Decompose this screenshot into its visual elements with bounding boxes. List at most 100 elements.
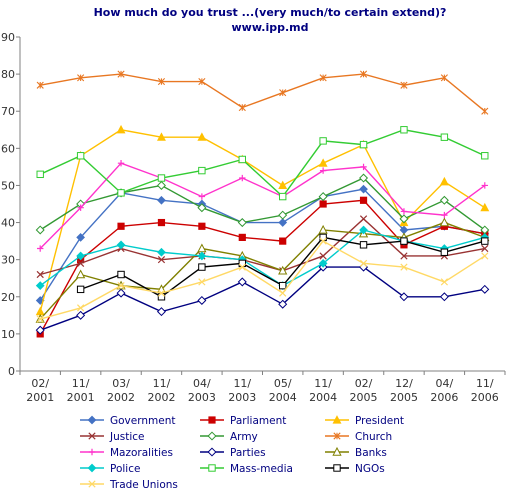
series-line-justice [40, 217, 485, 276]
legend-marker [88, 480, 96, 488]
x-tick-label: 02/ [355, 377, 373, 390]
data-point-ngos [440, 248, 449, 256]
x-tick-label: 03/ [112, 377, 130, 390]
data-point-trade-unions [238, 263, 246, 271]
data-point-trade-unions [400, 263, 408, 271]
x-tick-label: 2003 [228, 391, 256, 404]
legend-label: Justice [109, 431, 145, 443]
data-point-banks [318, 224, 328, 234]
x-tick-label: 2003 [188, 391, 216, 404]
data-point-church [359, 70, 368, 78]
x-tick-label: 2005 [350, 391, 378, 404]
data-point-trade-unions [117, 282, 125, 290]
data-point-mazoralities [360, 163, 367, 171]
x-tick-label: 2006 [430, 391, 458, 404]
data-point-ngos [198, 263, 206, 271]
data-point-mass-media [198, 166, 206, 175]
series-line-mazoralities [39, 162, 486, 250]
x-tick-label: 2001 [67, 391, 95, 404]
data-point-army [156, 180, 166, 190]
legend-marker [207, 447, 217, 457]
data-point-mass-media [36, 170, 44, 179]
data-point-trade-unions [440, 278, 448, 286]
data-point-parties [439, 292, 449, 302]
chart-title: How much do you trust ...(very much/to c… [94, 6, 447, 19]
legend-label: Army [230, 431, 258, 443]
series-line-banks [39, 221, 486, 320]
data-point-justice [481, 244, 489, 253]
x-tick-label: 11/ [153, 377, 171, 390]
data-point-ngos [117, 270, 125, 279]
x-tick-label: 11/ [72, 377, 90, 390]
legend-marker [332, 415, 342, 424]
axes: 010203040506070809002/200111/200103/2002… [1, 31, 506, 404]
data-point-army [318, 192, 328, 202]
data-point-parliament [359, 196, 368, 204]
legend-label: Church [355, 431, 392, 443]
data-point-president [197, 132, 207, 141]
y-tick-label: 20 [1, 291, 15, 304]
data-point-trade-unions [77, 304, 85, 312]
x-tick-label: 12/ [395, 377, 413, 390]
data-point-ngos [76, 285, 85, 294]
data-point-president [318, 158, 328, 167]
y-tick-label: 0 [8, 365, 15, 378]
data-point-church [238, 103, 246, 112]
legend-label: Mazoralities [110, 447, 173, 459]
data-point-mazoralities [400, 208, 408, 215]
chart-subtitle: www.ipp.md [232, 21, 309, 34]
data-point-justice [359, 215, 368, 223]
legend-label: Police [110, 463, 140, 475]
data-point-parties [399, 292, 409, 302]
legend-label: Trade Unions [109, 479, 178, 491]
x-tick-label: 04/ [193, 377, 211, 390]
data-point-mazoralities [319, 167, 327, 174]
data-point-parliament [198, 222, 206, 230]
series-line-government [39, 188, 485, 301]
series-banks [35, 217, 490, 323]
series-line-trade-unions [40, 240, 486, 320]
data-point-church [481, 107, 489, 115]
data-point-parties [156, 307, 166, 317]
data-point-police [359, 225, 368, 235]
data-point-mazoralities [239, 174, 246, 182]
data-point-church [198, 77, 206, 86]
x-tick-label: 04/ [436, 377, 454, 390]
data-point-church [440, 74, 448, 82]
data-point-parliament [238, 233, 246, 241]
legend-item-ngos: NGOs [325, 463, 385, 475]
data-point-army [197, 203, 207, 213]
legend-label: NGOs [355, 463, 385, 475]
data-point-justice [157, 256, 166, 264]
data-point-trade-unions [319, 237, 327, 245]
series-church [36, 70, 489, 115]
data-point-government [359, 184, 368, 194]
data-point-ngos [481, 237, 489, 245]
data-point-mazoralities [117, 159, 125, 167]
series-line-parties [39, 266, 485, 331]
series-justice [36, 215, 489, 279]
x-tick-label: 2002 [147, 391, 175, 404]
data-point-church [279, 89, 287, 97]
data-point-church [319, 74, 327, 82]
data-point-government [278, 218, 288, 227]
data-point-church [77, 74, 85, 82]
series-mass-media [36, 126, 489, 201]
legend-item-church: Church [325, 431, 392, 443]
legend-label: Banks [355, 447, 387, 459]
data-point-mass-media [319, 137, 327, 145]
data-point-mass-media [400, 126, 408, 134]
legend-marker [88, 432, 96, 440]
data-point-justice [319, 252, 327, 260]
legend-item-president: President [325, 415, 404, 427]
data-point-banks [75, 269, 86, 279]
legend-item-mazoralities: Mazoralities [80, 447, 173, 459]
data-point-parliament [319, 200, 327, 208]
data-point-parties [480, 284, 490, 294]
x-tick-label: 2004 [269, 391, 297, 404]
y-tick-label: 40 [1, 217, 15, 230]
data-point-justice [77, 259, 85, 268]
x-tick-label: 11/ [314, 377, 332, 390]
data-point-mass-media [279, 192, 287, 201]
